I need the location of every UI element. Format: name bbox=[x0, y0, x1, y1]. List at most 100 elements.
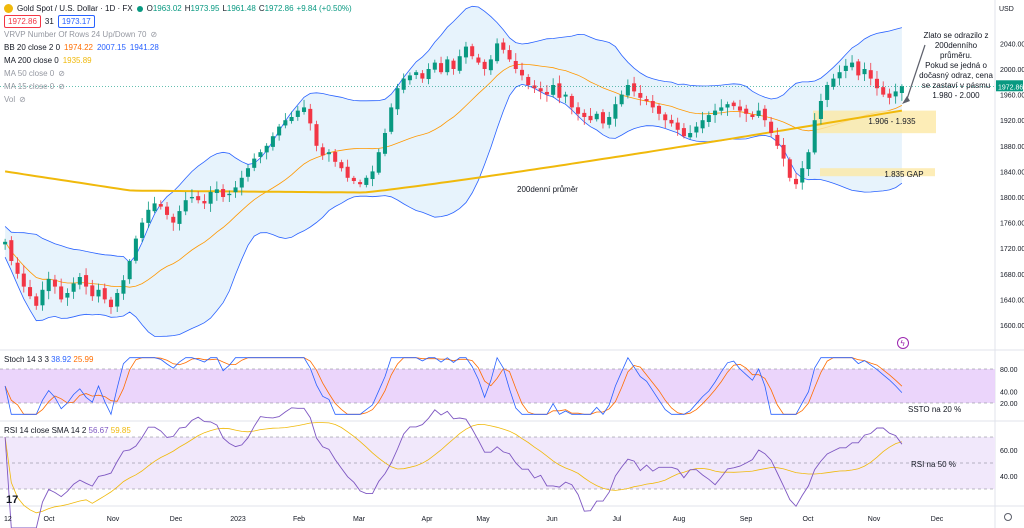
candle-body bbox=[382, 133, 388, 154]
visibility-icon[interactable]: ⊘ bbox=[19, 95, 26, 104]
candle-body bbox=[893, 91, 898, 97]
candle-body bbox=[407, 75, 412, 81]
candle-body bbox=[127, 261, 132, 280]
candle-body bbox=[376, 152, 381, 173]
ohlc-values: O1963.02 H1973.95 L1961.48 C1972.86 +9.84 (+… bbox=[147, 2, 355, 15]
candle-body bbox=[519, 69, 525, 76]
price-axis-label: 1680.00 bbox=[1000, 272, 1024, 279]
candle-body bbox=[762, 108, 767, 121]
ma200-label: 200denní průměr bbox=[517, 185, 578, 194]
candle-body bbox=[28, 287, 33, 297]
note-arrow-head bbox=[902, 96, 910, 104]
candle-body bbox=[283, 120, 288, 126]
visibility-icon[interactable]: ⊘ bbox=[58, 82, 65, 91]
indicator-row[interactable]: MA 15 close 0 ⊘ bbox=[4, 82, 65, 91]
candle-body bbox=[158, 204, 163, 207]
indicator-row[interactable]: VRVP Number Of Rows 24 Up/Down 70 ⊘ bbox=[4, 30, 158, 39]
ma200-line bbox=[4, 109, 903, 194]
indicator-row[interactable]: MA 50 close 0 ⊘ bbox=[4, 69, 65, 78]
candle-body bbox=[146, 209, 151, 223]
candle-body bbox=[700, 120, 705, 129]
sell-button[interactable]: 1972.86 bbox=[4, 15, 41, 28]
candle-body bbox=[831, 78, 836, 87]
indicator-row[interactable]: MA 200 close 0 1935.89 bbox=[4, 56, 92, 65]
candle-body bbox=[538, 88, 543, 92]
candle-body bbox=[632, 83, 637, 92]
candle-body bbox=[862, 69, 867, 75]
stoch-legend[interactable]: Stoch 14 3 3 38.92 25.99 bbox=[4, 355, 93, 364]
candle-body bbox=[881, 87, 886, 95]
candle-body bbox=[420, 73, 425, 79]
candle-body bbox=[326, 152, 331, 155]
candle-body bbox=[370, 171, 375, 180]
rsi-band bbox=[0, 437, 995, 489]
symbol-title[interactable]: Gold Spot / U.S. Dollar · 1D · FX bbox=[17, 4, 133, 13]
candle-body bbox=[52, 279, 57, 287]
candle-body bbox=[681, 128, 686, 137]
candle-body bbox=[818, 101, 823, 119]
currency-label: USD bbox=[999, 6, 1014, 13]
symbol-row: Gold Spot / U.S. Dollar · 1D · FX O1963.… bbox=[4, 2, 355, 15]
candle-body bbox=[258, 152, 263, 157]
visibility-icon[interactable]: ⊘ bbox=[58, 69, 65, 78]
candle-body bbox=[488, 59, 493, 71]
candle-body bbox=[277, 126, 282, 136]
candle-body bbox=[569, 95, 574, 108]
candle-body bbox=[737, 106, 742, 111]
candle-body bbox=[270, 136, 275, 147]
market-status-dot bbox=[136, 5, 143, 12]
candle-body bbox=[526, 76, 531, 85]
price-axis-label: 1640.00 bbox=[1000, 297, 1024, 304]
zone1-label: 1.906 - 1.935 bbox=[868, 117, 916, 126]
candle-body bbox=[638, 93, 643, 98]
candle-body bbox=[414, 72, 419, 76]
candle-body bbox=[694, 126, 699, 133]
indicator-row[interactable]: Vol ⊘ bbox=[4, 95, 26, 104]
stoch-axis-label: 80.00 bbox=[1000, 367, 1018, 374]
last-price-tag-bg bbox=[996, 80, 1023, 92]
ohlc-item: +9.84 (+0.50%) bbox=[296, 4, 352, 13]
time-axis-label: Oct bbox=[803, 516, 814, 523]
note-line: 1.980 - 2.000 bbox=[932, 91, 980, 100]
time-axis-label: Apr bbox=[422, 516, 434, 523]
candle-body bbox=[563, 94, 568, 97]
candle-body bbox=[227, 193, 232, 196]
candle-body bbox=[800, 168, 805, 183]
rsi-legend[interactable]: RSI 14 close SMA 14 2 56.67 59.85 bbox=[4, 426, 131, 435]
indicator-list: VRVP Number Of Rows 24 Up/Down 70 ⊘ BB 20 … bbox=[4, 28, 355, 106]
indicator-row[interactable]: BB 20 close 2 0 1974.22 2007.15 1941.28 bbox=[4, 43, 159, 52]
gold-coin-icon bbox=[4, 4, 13, 13]
candle-body bbox=[713, 110, 718, 116]
stoch-axis-label: 20.00 bbox=[1000, 401, 1018, 408]
candle-body bbox=[557, 83, 562, 98]
rsi-axis-label: 60.00 bbox=[1000, 448, 1018, 455]
candle-body bbox=[476, 57, 481, 63]
candle-body bbox=[594, 113, 599, 120]
price-axis-label: 1920.00 bbox=[1000, 118, 1024, 125]
candle-body bbox=[582, 112, 587, 117]
visibility-icon[interactable]: ⊘ bbox=[150, 30, 158, 39]
candle-body bbox=[507, 50, 512, 60]
candle-body bbox=[65, 293, 70, 298]
time-axis-label: Feb bbox=[293, 516, 305, 523]
candle-body bbox=[221, 189, 226, 197]
candle-body bbox=[34, 296, 39, 306]
candle-body bbox=[15, 262, 20, 274]
candle-body bbox=[389, 107, 394, 132]
candle-body bbox=[252, 158, 257, 168]
time-axis-label: Aug bbox=[673, 516, 686, 523]
last-price-tag-text: 1972.86 bbox=[998, 84, 1023, 91]
stoch-axis-label: 40.00 bbox=[1000, 390, 1018, 397]
candle-body bbox=[439, 63, 444, 73]
ohlc-item: C1972.86 bbox=[258, 4, 294, 13]
candle-body bbox=[426, 69, 431, 80]
candle-body bbox=[812, 120, 817, 153]
candle-body bbox=[21, 273, 26, 287]
stoch-band bbox=[0, 369, 995, 403]
candle-body bbox=[239, 177, 244, 188]
candle-body bbox=[625, 85, 630, 96]
rsi-note: RSI na 50 % bbox=[911, 460, 956, 469]
buy-button[interactable]: 1973.17 bbox=[57, 15, 95, 28]
candle-body bbox=[140, 222, 145, 238]
